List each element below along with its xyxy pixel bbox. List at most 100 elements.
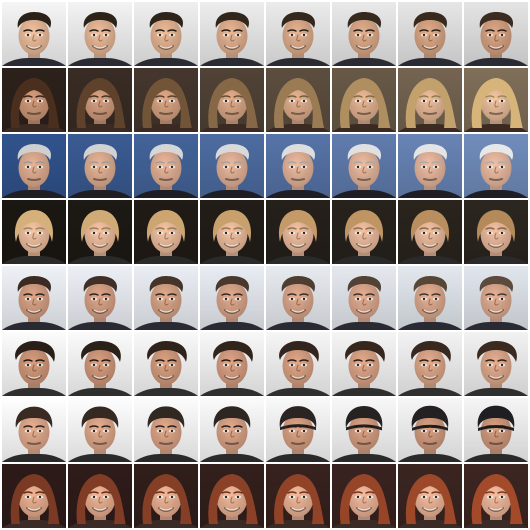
generated-face (68, 332, 132, 396)
face-image-cell (134, 398, 198, 462)
face-image-cell (464, 464, 528, 528)
generated-face (2, 200, 66, 264)
generated-face (266, 2, 330, 66)
face-image-cell (2, 134, 66, 198)
face-image-cell (464, 398, 528, 462)
face-image-cell (398, 200, 462, 264)
face-image-cell (68, 266, 132, 330)
generated-face (2, 266, 66, 330)
generated-face (266, 332, 330, 396)
generated-face (332, 200, 396, 264)
face-image-cell (134, 266, 198, 330)
generated-face (332, 398, 396, 462)
generated-face (200, 134, 264, 198)
generated-face (266, 68, 330, 132)
generated-face (464, 266, 528, 330)
generated-face (68, 266, 132, 330)
generated-face (266, 398, 330, 462)
generated-face (398, 398, 462, 462)
generated-face (332, 2, 396, 66)
generated-face (464, 2, 528, 66)
face-image-cell (2, 464, 66, 528)
generated-face (2, 68, 66, 132)
face-image-cell (200, 200, 264, 264)
face-image-cell (2, 68, 66, 132)
face-image-cell (200, 266, 264, 330)
face-image-cell (200, 398, 264, 462)
generated-face (200, 200, 264, 264)
generated-face (134, 398, 198, 462)
generated-face (2, 398, 66, 462)
face-image-cell (266, 464, 330, 528)
generated-face (266, 266, 330, 330)
face-image-cell (200, 2, 264, 66)
face-image-cell (464, 134, 528, 198)
face-image-cell (398, 464, 462, 528)
face-image-cell (200, 332, 264, 396)
face-image-cell (332, 68, 396, 132)
generated-face (134, 332, 198, 396)
face-image-cell (398, 266, 462, 330)
generated-face (200, 2, 264, 66)
face-image-cell (134, 134, 198, 198)
face-image-cell (398, 332, 462, 396)
face-image-cell (2, 2, 66, 66)
face-image-cell (398, 2, 462, 66)
generated-face (2, 332, 66, 396)
generated-face (134, 134, 198, 198)
face-image-cell (332, 200, 396, 264)
face-image-cell (464, 200, 528, 264)
face-image-cell (134, 2, 198, 66)
face-image-cell (68, 68, 132, 132)
generated-face (464, 134, 528, 198)
face-image-cell (398, 68, 462, 132)
generated-face (464, 332, 528, 396)
generated-face (200, 266, 264, 330)
generated-face (332, 266, 396, 330)
generated-face (332, 464, 396, 528)
generated-face (2, 464, 66, 528)
face-image-cell (266, 266, 330, 330)
generated-face (68, 2, 132, 66)
face-image-cell (68, 200, 132, 264)
face-image-cell (398, 398, 462, 462)
generated-face (2, 2, 66, 66)
face-image-cell (266, 68, 330, 132)
face-image-cell (134, 332, 198, 396)
generated-face (398, 68, 462, 132)
face-image-cell (2, 266, 66, 330)
face-image-cell (332, 398, 396, 462)
face-image-cell (464, 332, 528, 396)
face-image-cell (464, 68, 528, 132)
generated-face (200, 464, 264, 528)
generated-face (398, 332, 462, 396)
generated-face (2, 134, 66, 198)
face-image-cell (200, 464, 264, 528)
face-image-cell (134, 68, 198, 132)
face-image-cell (332, 2, 396, 66)
face-image-cell (398, 134, 462, 198)
generated-face (68, 464, 132, 528)
generated-face (68, 68, 132, 132)
face-image-cell (68, 398, 132, 462)
generated-face (68, 200, 132, 264)
face-image-cell (332, 332, 396, 396)
face-image-cell (134, 464, 198, 528)
face-image-cell (332, 266, 396, 330)
face-image-cell (134, 200, 198, 264)
generated-face (68, 398, 132, 462)
face-image-cell (266, 2, 330, 66)
face-image-cell (464, 266, 528, 330)
face-image-cell (332, 134, 396, 198)
face-image-cell (2, 332, 66, 396)
generated-face (464, 200, 528, 264)
generated-face (464, 68, 528, 132)
face-image-cell (332, 464, 396, 528)
face-image-cell (266, 134, 330, 198)
generated-face (398, 200, 462, 264)
face-image-cell (2, 200, 66, 264)
generated-face (200, 332, 264, 396)
face-image-cell (68, 2, 132, 66)
face-image-cell (200, 134, 264, 198)
face-image-cell (68, 134, 132, 198)
